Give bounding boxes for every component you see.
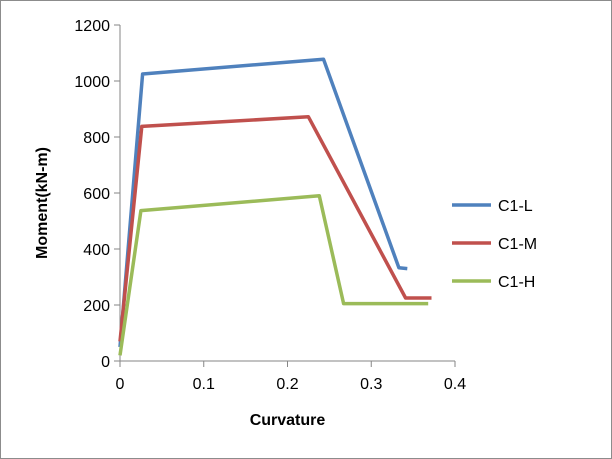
x-tick-label: 0.2	[276, 376, 298, 393]
y-axis-title: Moment(kN-m)	[34, 147, 51, 259]
y-tick-label: 1000	[74, 74, 110, 91]
y-tick-label: 200	[83, 298, 110, 315]
y-tick-label: 800	[83, 130, 110, 147]
x-tick-label: 0	[116, 376, 125, 393]
x-tick-label: 0.1	[193, 376, 215, 393]
x-tick-label: 0.3	[360, 376, 382, 393]
y-tick-label: 600	[83, 186, 110, 203]
legend: C1-L C1-M C1-H	[452, 198, 537, 291]
series-line-c1-l	[118, 57, 408, 348]
legend-entry-label: C1-L	[498, 198, 533, 215]
y-tick-label: 400	[83, 242, 110, 259]
y-tick-label: 1200	[74, 18, 110, 35]
y-tick-label: 0	[101, 354, 110, 371]
series-layer	[118, 57, 432, 356]
x-tick-label: 0.4	[444, 376, 466, 393]
series-line-c1-m	[118, 115, 432, 342]
legend-entry-label: C1-H	[498, 274, 535, 291]
x-axis-title: Curvature	[250, 412, 326, 429]
series-line-c1-h	[118, 194, 429, 356]
legend-entry-label: C1-M	[498, 236, 537, 253]
axes: 0 200 400 600 800 1000 1200 0 0.1 0.2 0.3 0.4	[74, 18, 466, 393]
